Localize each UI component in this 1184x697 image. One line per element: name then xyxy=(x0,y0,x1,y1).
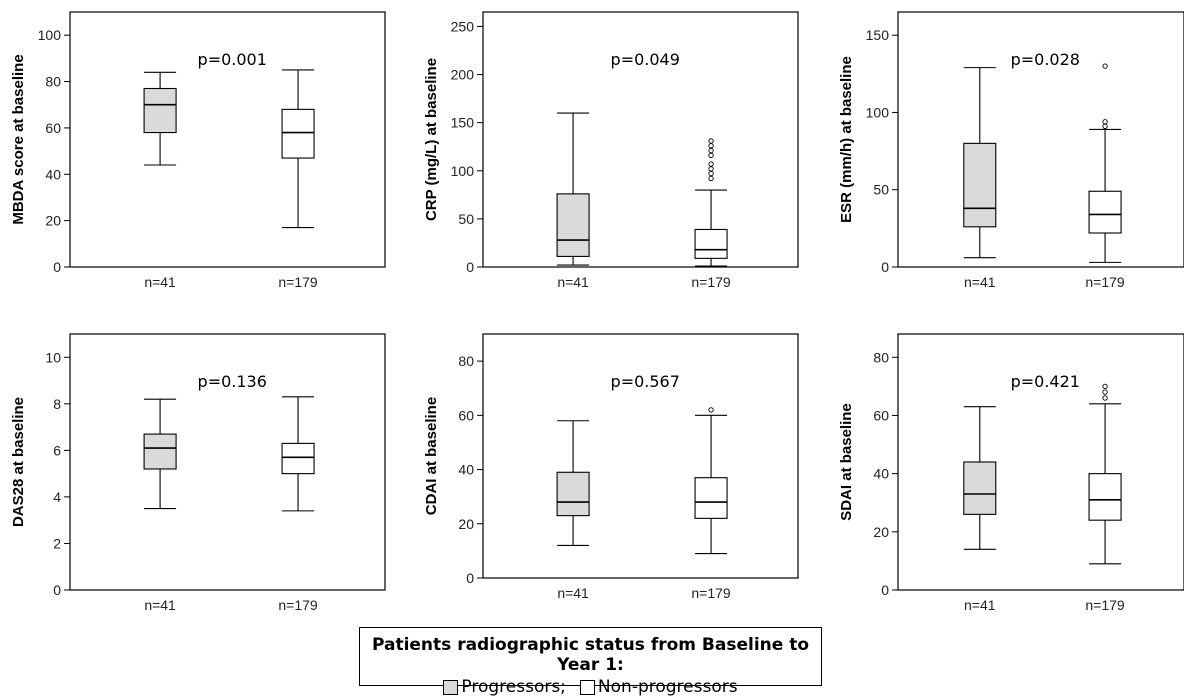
legend-label-progressors: Progressors; xyxy=(461,677,566,697)
chart-1-annotation: p=0.001 xyxy=(198,50,267,69)
chart-3-box-2-outlier xyxy=(1102,119,1108,125)
chart-2-ytick-label: 50 xyxy=(458,211,474,227)
chart-2-box-2-outlier xyxy=(708,138,714,144)
chart-5-xtick-label: n=179 xyxy=(691,585,731,601)
chart-2-ytick-label: 100 xyxy=(451,163,475,179)
chart-4-frame xyxy=(69,333,386,591)
chart-2-box-2-outlier xyxy=(708,161,714,167)
chart-3-ytick-label: 150 xyxy=(866,27,890,43)
chart-6-box-2-outlier xyxy=(1102,389,1108,395)
chart-5-box-1-iqr xyxy=(556,471,590,517)
chart-1-xtick-label: n=179 xyxy=(278,274,318,290)
chart-1-ytick-label: 0 xyxy=(53,259,61,275)
chart-4-xtick-label: n=179 xyxy=(278,597,318,613)
chart-5-ytick-label: 80 xyxy=(458,353,474,369)
chart-2-xtick-label: n=179 xyxy=(691,274,731,290)
chart-1-frame xyxy=(69,11,386,268)
chart-2-box-2-outlier xyxy=(708,143,714,149)
chart-1-ytick-label: 60 xyxy=(45,120,61,136)
chart-1-box-1-iqr xyxy=(143,87,177,134)
chart-3-ytick-label: 0 xyxy=(881,259,889,275)
chart-6-ytick-label: 80 xyxy=(873,349,889,365)
chart-6-box-1-iqr xyxy=(963,461,997,515)
chart-3-ytick-label: 100 xyxy=(866,104,890,120)
chart-1-box-2-iqr xyxy=(281,108,315,159)
legend-swatch-progressors xyxy=(443,679,459,695)
chart-5-ytick-label: 20 xyxy=(458,516,474,532)
chart-2-box-2-outlier xyxy=(708,152,714,159)
chart-4-annotation: p=0.136 xyxy=(198,372,267,391)
chart-3-box-2-outlier xyxy=(1102,63,1108,69)
chart-2-box-2-outlier xyxy=(708,175,714,182)
chart-6-box-2-outlier xyxy=(1102,383,1108,390)
chart-3-frame xyxy=(897,11,1184,268)
chart-2-box-1-iqr xyxy=(556,193,590,257)
chart-6-box-2-iqr xyxy=(1088,473,1122,521)
chart-1-ytick-label: 100 xyxy=(38,27,62,43)
chart-2-xtick-label: n=41 xyxy=(557,274,589,290)
chart-1-ytick-label: 20 xyxy=(45,213,61,229)
chart-2-ytick-label: 200 xyxy=(451,67,475,83)
chart-3-xtick-label: n=179 xyxy=(1085,274,1125,290)
legend-title: Patients radiographic status from Baseli… xyxy=(371,635,810,675)
chart-6-box-2-outlier xyxy=(1102,395,1108,401)
chart-5-xtick-label: n=41 xyxy=(557,585,589,601)
chart-2-box-2-outlier xyxy=(708,166,714,172)
chart-5-ytick-label: 60 xyxy=(458,407,474,423)
chart-6-frame xyxy=(897,333,1184,591)
legend: Patients radiographic status from Baseli… xyxy=(359,627,822,697)
chart-1-ytick-label: 40 xyxy=(45,166,61,182)
chart-4-xtick-label: n=41 xyxy=(144,597,176,613)
chart-2-ytick-label: 150 xyxy=(451,115,475,131)
chart-2-ytick-label: 0 xyxy=(466,259,474,275)
chart-5-annotation: p=0.567 xyxy=(611,372,680,391)
chart-3-box-1-iqr xyxy=(963,142,997,228)
chart-1-xtick-label: n=41 xyxy=(144,274,176,290)
chart-5-box-2-iqr xyxy=(694,477,728,519)
legend-label-non-progressors: Non-progressors xyxy=(597,677,738,697)
chart-6-xtick-label: n=41 xyxy=(964,597,996,613)
chart-5-ytick-label: 40 xyxy=(458,462,474,478)
chart-2-ytick-label: 250 xyxy=(451,18,475,34)
chart-5-box-2-outlier xyxy=(708,407,714,413)
chart-4-ytick-label: 6 xyxy=(53,442,61,458)
chart-2-box-2-iqr xyxy=(694,228,728,259)
chart-3-annotation: p=0.028 xyxy=(1011,50,1080,69)
chart-4-ylabel: DAS28 at baseline xyxy=(10,397,27,527)
chart-4-ytick-label: 8 xyxy=(53,396,61,412)
chart-6-ytick-label: 20 xyxy=(873,524,889,540)
chart-1-ylabel: MBDA score at baseline xyxy=(10,54,27,224)
chart-4-ytick-label: 4 xyxy=(53,489,61,505)
chart-3-box-2-outlier xyxy=(1102,123,1108,130)
chart-3-xtick-label: n=41 xyxy=(964,274,996,290)
chart-2-box-2-outlier xyxy=(708,171,714,177)
chart-3-ytick-label: 50 xyxy=(873,182,889,198)
chart-4-box-1-iqr xyxy=(143,433,177,470)
chart-6-ytick-label: 40 xyxy=(873,466,889,482)
chart-4-ytick-label: 10 xyxy=(45,349,61,365)
chart-5-frame xyxy=(482,333,799,579)
chart-5-ylabel: CDAI at baseline xyxy=(423,397,440,515)
chart-6-ytick-label: 0 xyxy=(881,582,889,598)
chart-2-box-2-outlier xyxy=(708,147,714,154)
legend-swatch-non-progressors xyxy=(579,679,595,695)
chart-6-ytick-label: 60 xyxy=(873,407,889,423)
chart-2-frame xyxy=(482,11,799,268)
chart-6-annotation: p=0.421 xyxy=(1011,372,1080,391)
chart-6-xtick-label: n=179 xyxy=(1085,597,1125,613)
chart-3-box-2-iqr xyxy=(1088,190,1122,234)
chart-6-ylabel: SDAI at baseline xyxy=(838,403,855,521)
chart-2-ylabel: CRP (mg/L) at baseline xyxy=(423,58,440,221)
chart-2-annotation: p=0.049 xyxy=(611,50,680,69)
chart-4-ytick-label: 0 xyxy=(53,582,61,598)
chart-4-ytick-label: 2 xyxy=(53,535,61,551)
chart-1-ytick-label: 80 xyxy=(45,74,61,90)
legend-entries: Progressors; Non-progressors xyxy=(360,677,821,697)
chart-3-ylabel: ESR (mm/h) at baseline xyxy=(838,56,855,223)
chart-5-ytick-label: 0 xyxy=(466,570,474,586)
chart-4-box-2-iqr xyxy=(281,442,315,475)
